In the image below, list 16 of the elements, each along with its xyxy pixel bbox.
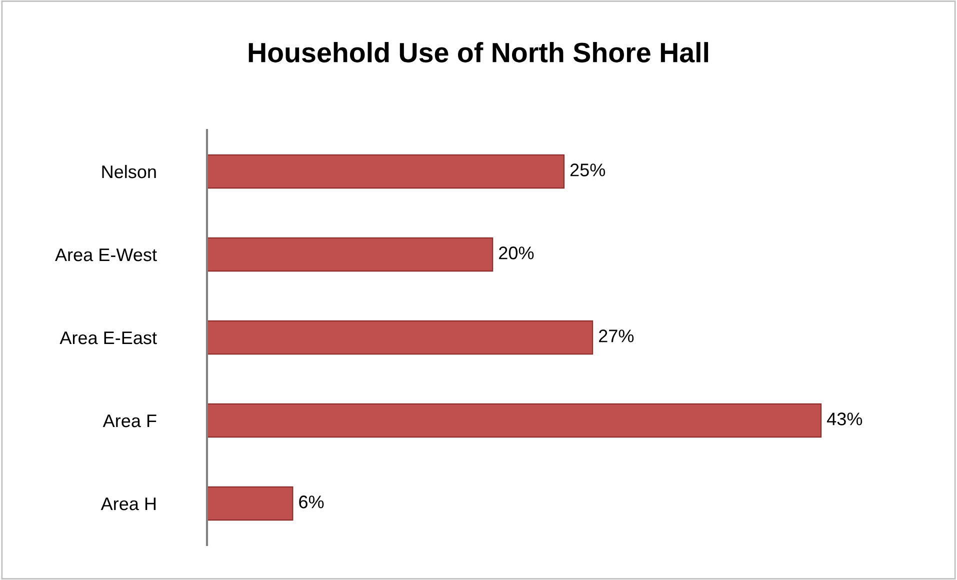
y-tick-label: Nelson [102, 164, 156, 178]
y-tick-label: Area E-East [60, 332, 157, 344]
data-label: 25% [570, 164, 606, 176]
bar [207, 403, 822, 438]
bar [207, 320, 594, 355]
bar [207, 154, 565, 189]
chart-title: Household Use of North Shore Hall [248, 42, 708, 62]
bar [207, 237, 494, 272]
data-label: 43% [827, 412, 862, 426]
data-label: 6% [299, 496, 324, 508]
data-label: 27% [599, 330, 634, 342]
y-tick-label: Area H [100, 498, 156, 510]
data-label: 20% [499, 246, 534, 260]
bar [207, 486, 294, 521]
y-tick-label: Area F [102, 414, 156, 428]
y-tick-label: Area E-West [55, 248, 157, 262]
